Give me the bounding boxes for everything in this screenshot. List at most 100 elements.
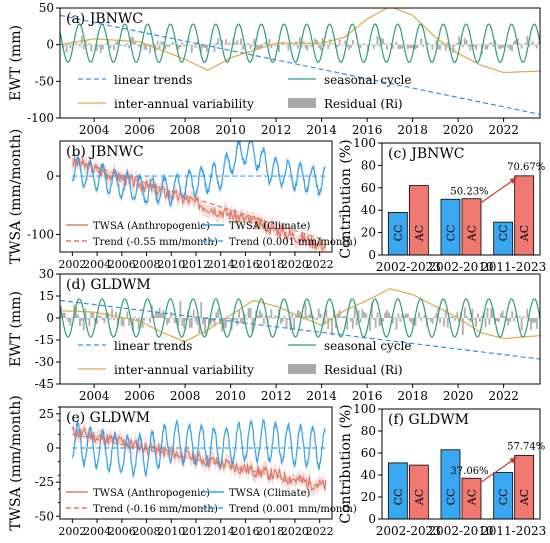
residual-bar (480, 315, 483, 318)
residual-bar (205, 44, 208, 52)
residual-bar (260, 313, 263, 318)
x-tick-label: 2010 (157, 258, 185, 271)
y-tick-label: 50 (39, 1, 54, 15)
residual-bar (190, 318, 193, 328)
y-tick-label: -100 (27, 227, 54, 241)
residual-bar (264, 314, 267, 318)
residual-bar (238, 44, 241, 46)
residual-bar (171, 41, 174, 45)
y-tick-label: -50 (35, 74, 54, 88)
panel-title: (b) JBNWC (66, 144, 144, 160)
residual-bar (188, 318, 191, 329)
residual-bar (499, 313, 502, 318)
residual-bar (126, 42, 129, 45)
residual-bar (484, 44, 487, 50)
residual-bar (183, 44, 186, 47)
residual-bar (386, 309, 388, 318)
residual-bar (213, 318, 216, 327)
residual-bar (207, 318, 210, 323)
series-group-e (71, 415, 327, 497)
panel-title: (a) JBNWC (66, 11, 143, 27)
residual-bar (499, 44, 502, 49)
residual-bar (389, 43, 392, 45)
residual-bar (331, 44, 333, 45)
bar-label-ac: AC (466, 225, 479, 242)
residual-bar (67, 318, 70, 323)
residual-bar (158, 44, 161, 49)
seasonal-cycle-line (60, 23, 540, 63)
legend-label: inter-annual variability (114, 363, 254, 377)
residual-bar (509, 44, 512, 51)
x-category-label: 2002-2010 (428, 260, 493, 274)
residual-bar (300, 44, 303, 47)
residual-bar (535, 318, 538, 329)
residual-bar (505, 318, 508, 322)
bar-label-ac: AC (466, 489, 479, 506)
residual-bar (327, 44, 330, 50)
residual-bar (302, 318, 305, 320)
residual-bar (423, 314, 426, 318)
residual-bar (321, 318, 324, 319)
residual-bar (90, 44, 93, 52)
residual-bar (475, 318, 478, 327)
residual-bar (164, 318, 167, 319)
residual-bar (439, 44, 442, 50)
residual-bar (196, 318, 199, 325)
plot-frame-c (381, 142, 541, 256)
residual-bar (109, 318, 112, 320)
x-tick-label: 2006 (124, 389, 155, 403)
residual-bar (429, 44, 432, 46)
residual-bar (73, 44, 76, 46)
residual-bar (310, 44, 313, 48)
y-tick-label: 40 (361, 468, 376, 482)
residual-bar (401, 314, 404, 318)
residual-bar (465, 315, 468, 318)
residual-bar (382, 38, 385, 45)
residual-bar (139, 316, 142, 318)
residual-bar (213, 44, 216, 52)
residual-bar (471, 308, 474, 318)
residual-bar (393, 43, 396, 45)
residual-bar (122, 44, 125, 46)
residual-bar (88, 318, 91, 327)
increase-arrowhead (509, 177, 517, 184)
x-tick-label: 2010 (157, 525, 185, 538)
residual-bar (537, 42, 540, 45)
residual-bar (120, 44, 123, 46)
residual-bar (452, 316, 455, 318)
residual-bar (535, 44, 538, 49)
increase-arrowhead (509, 457, 517, 464)
residual-bar (446, 318, 449, 328)
bars-c: CC AC 2002-2023 CC AC 2002-2010 CC AC 2011-2023 5… (376, 162, 546, 274)
residual-bar (111, 308, 114, 318)
residual-bar (162, 41, 165, 45)
residual-bar (181, 318, 184, 327)
residual-bar (378, 318, 381, 327)
residual-bar (219, 44, 222, 46)
trend-anthropogenic-line (72, 433, 326, 487)
residual-bar (533, 318, 536, 323)
residual-bar (226, 318, 229, 319)
residual-bar (187, 44, 189, 46)
annotation-label-highlight: 57.74% (507, 441, 545, 452)
residual-bar (133, 40, 136, 45)
residual-bar (397, 44, 400, 50)
residual-bar (145, 317, 148, 318)
panel-title: (e) GLDWM (66, 410, 150, 426)
residual-bar (461, 44, 464, 47)
residual-bar (238, 309, 241, 318)
residual-bar (469, 44, 472, 51)
residual-bar (391, 44, 394, 49)
twsa-anthropogenic-line (71, 156, 327, 251)
x-category-label: 2002-2023 (376, 260, 441, 274)
residual-bar (241, 318, 244, 325)
plot-frame-f (381, 408, 541, 520)
bar-ac (408, 185, 429, 256)
residual-bar (65, 318, 68, 320)
residual-bar (145, 44, 148, 51)
residual-bar (114, 41, 117, 45)
residual-bar (351, 318, 354, 329)
x-category-label: 2011-2023 (481, 524, 546, 538)
bars-f: CC AC 2002-2023 CC AC 2002-2010 CC AC 2011-2023 3… (376, 441, 546, 538)
